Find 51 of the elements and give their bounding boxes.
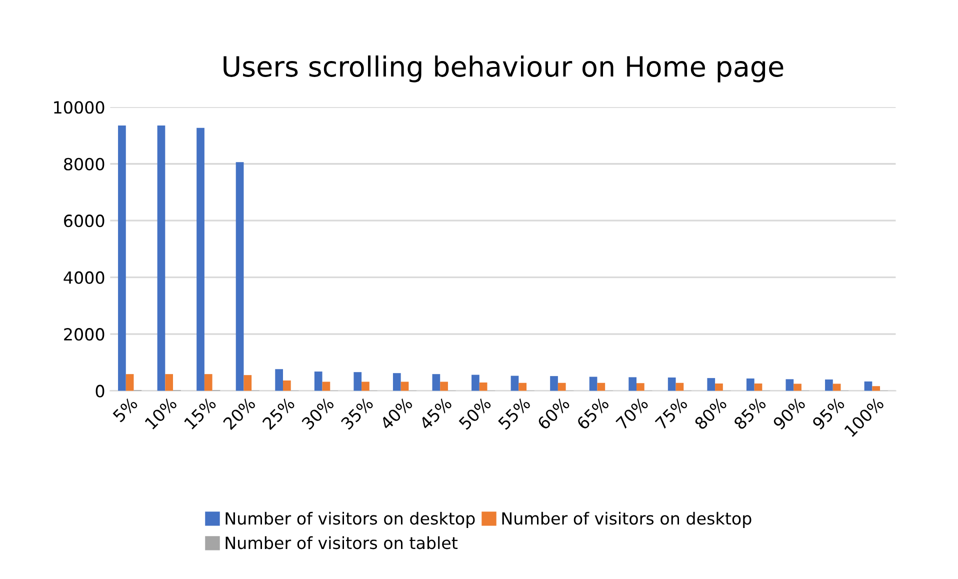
bar [510,376,519,391]
bar [715,383,723,391]
bar [518,382,527,391]
bar [196,128,204,391]
y-tick-label: 6000 [64,214,104,228]
y-tick-label: 2000 [64,328,104,341]
bar [322,382,330,391]
bar [558,382,566,391]
legend-label: Number of visitors on desktop [226,512,475,528]
bar [392,373,401,391]
bar [754,383,762,391]
bar [479,382,488,391]
bar [236,162,244,391]
bar [440,382,448,391]
legend-label: Number of visitors on desktop [502,512,752,528]
bar [825,379,833,391]
bar [362,382,370,391]
bar [432,374,440,391]
bar [676,382,684,391]
bar [794,384,802,391]
bar [314,372,322,391]
x-tick-label: 5% [112,396,138,423]
bar [668,377,676,391]
bar [244,375,252,391]
bar [628,377,636,391]
bar [746,378,754,391]
bar [165,374,174,391]
bar [354,372,362,391]
bar [832,384,841,391]
bar [636,383,644,391]
bar [872,386,880,391]
bar [707,378,716,391]
legend-label: Number of visitors on tablet [226,536,458,550]
bar [157,126,166,391]
y-tick-label: 8000 [64,158,104,170]
bar [118,126,126,391]
bar [126,374,134,391]
y-tick-label: 10000 [54,101,104,114]
bar [400,382,409,391]
chart-title: Users scrolling behaviour on Home page [224,55,784,82]
bar [275,369,283,391]
bar [597,382,606,391]
bar [472,374,480,391]
y-tick-label: 4000 [64,271,104,284]
bar [786,379,794,391]
bar [864,381,872,391]
y-tick-label: 0 [96,384,104,398]
bar [282,380,291,391]
bar [550,376,558,391]
bar [589,376,598,391]
bar [204,374,212,391]
